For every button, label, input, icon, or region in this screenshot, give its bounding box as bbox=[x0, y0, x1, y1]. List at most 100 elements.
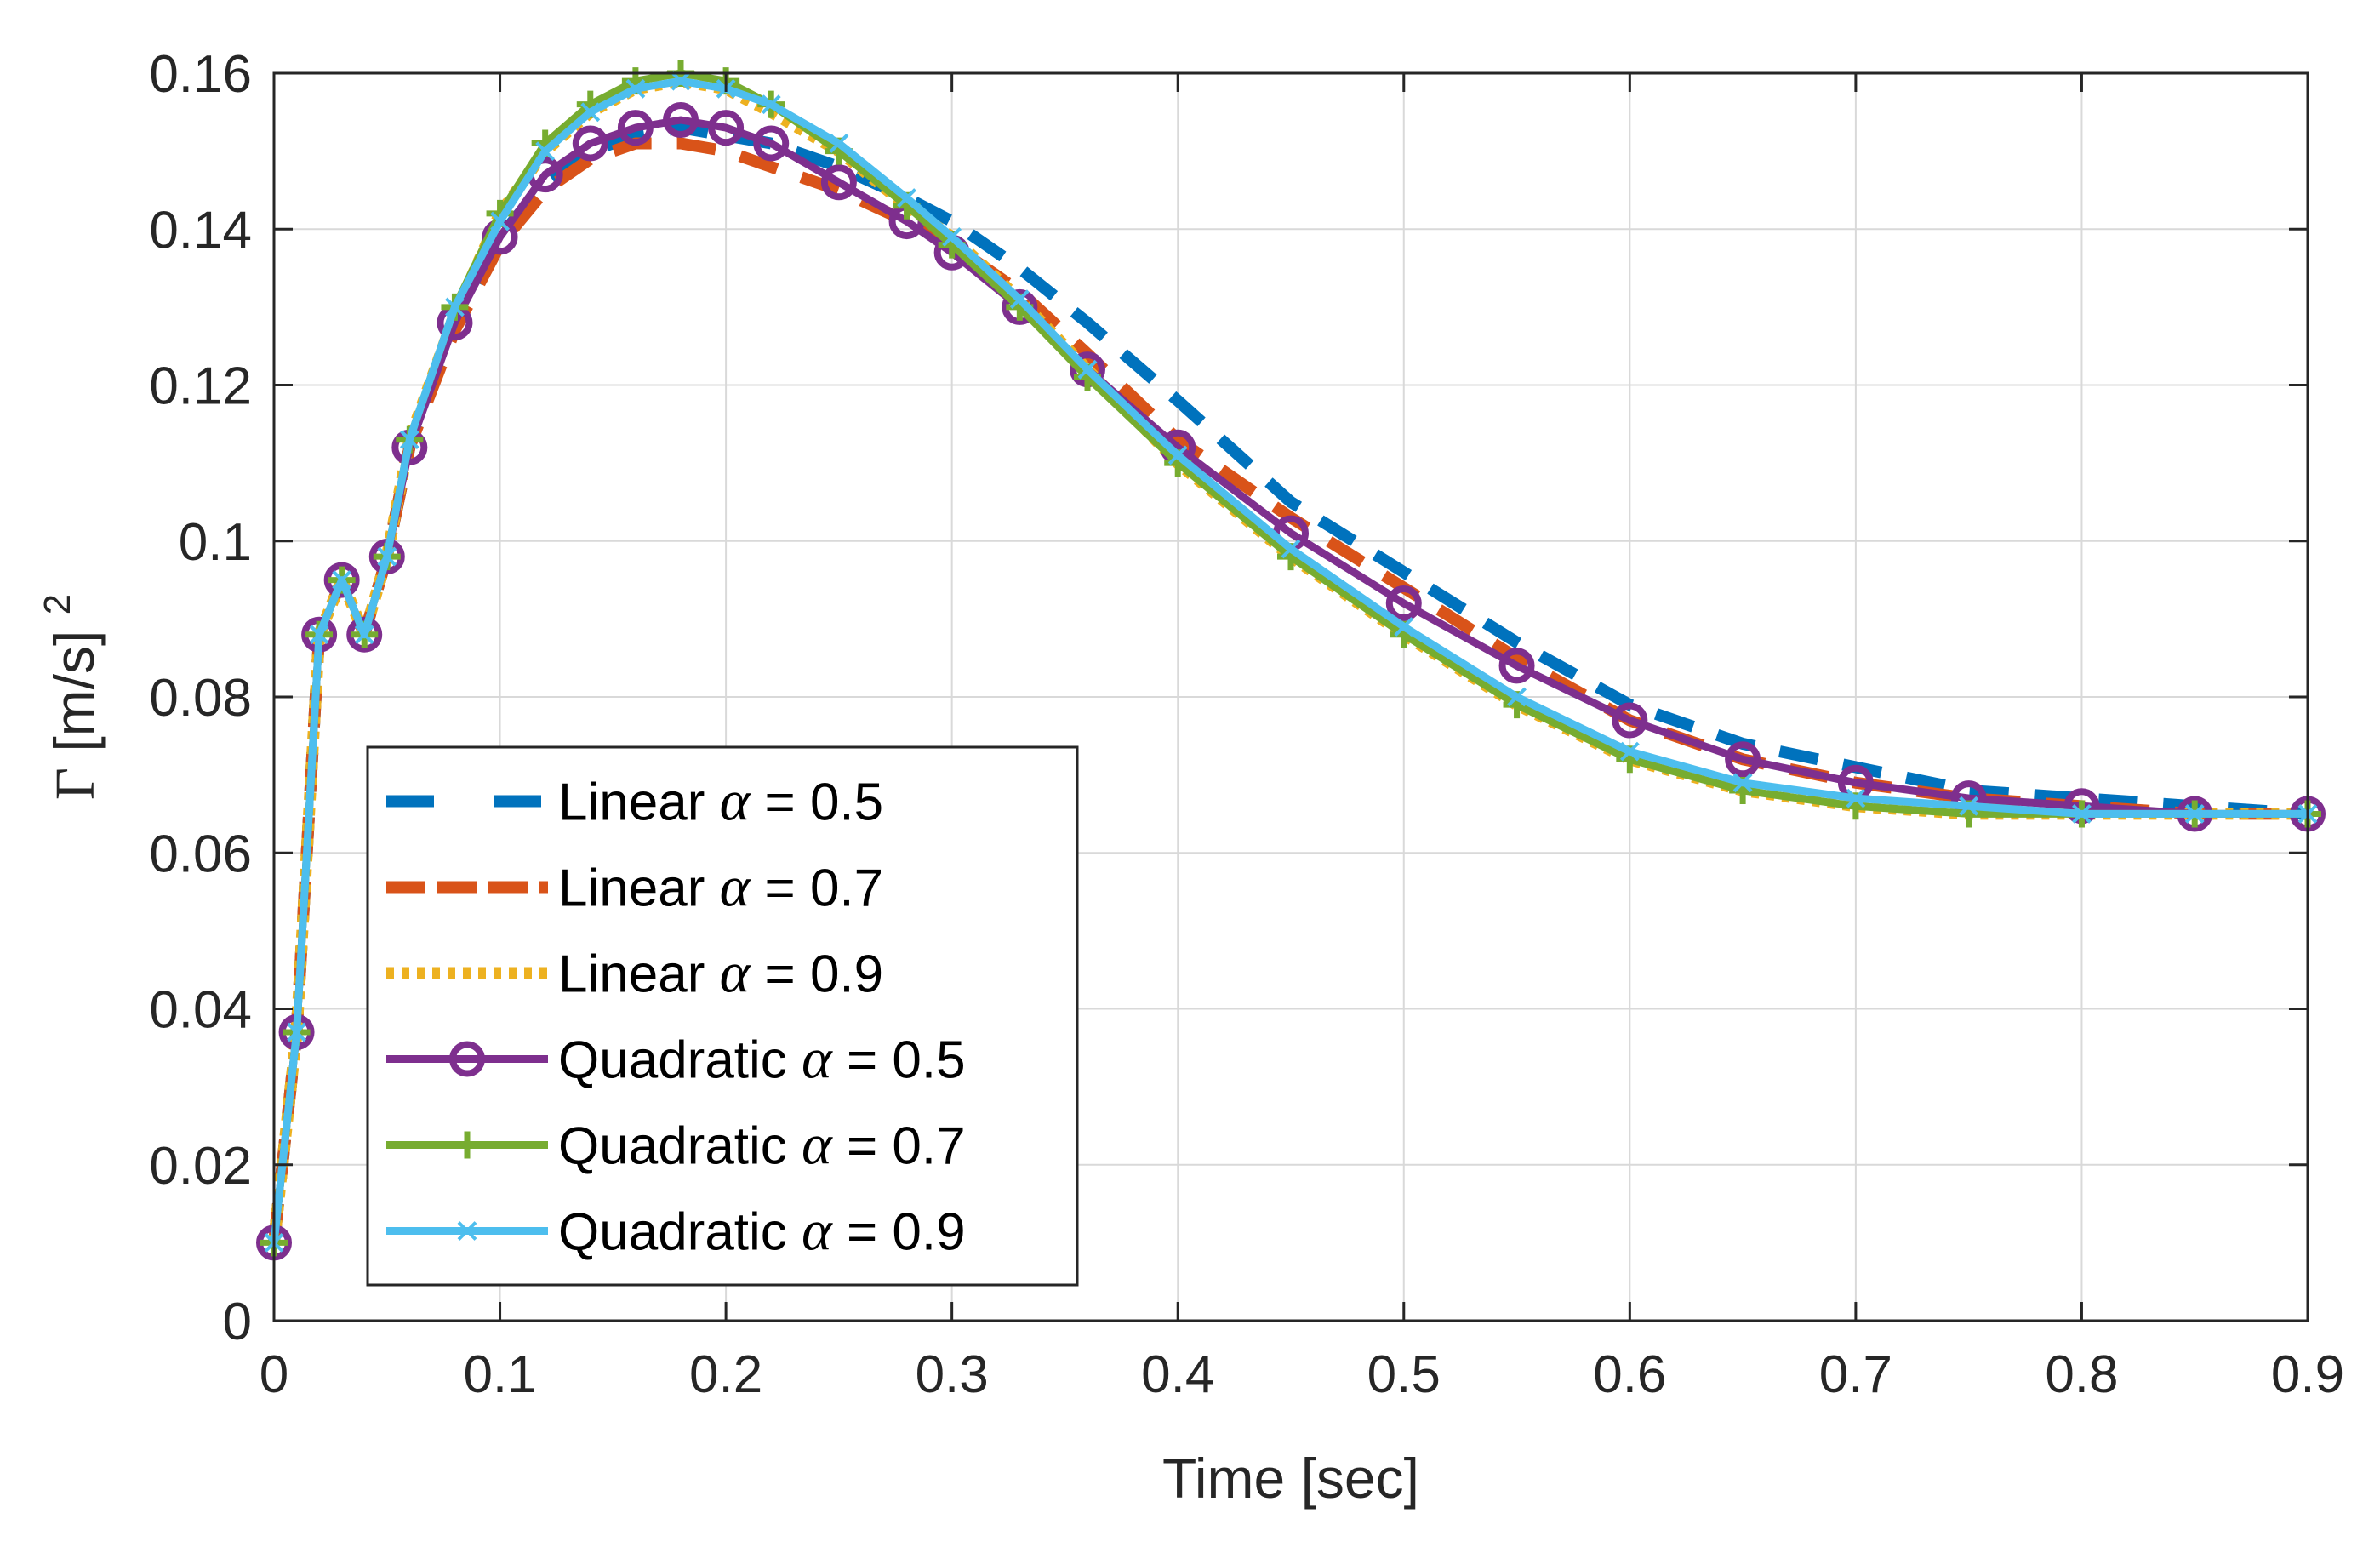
x-tick-label: 0.8 bbox=[2045, 1345, 2118, 1404]
legend-label-alpha: α bbox=[802, 1026, 833, 1091]
axis-ticks: 0 0.1 0.2 0.3 0.4 0.5 0.6 0.7 0.8 0.9 0 0.02 0.04 0.0… bbox=[149, 45, 2344, 1404]
legend-label: Linear α = 0.5 bbox=[558, 768, 883, 833]
data-point bbox=[1498, 648, 1535, 684]
legend-box bbox=[366, 745, 1079, 1287]
x-tick-label: 0 bbox=[260, 1345, 288, 1404]
data-point bbox=[346, 616, 383, 653]
data-point bbox=[942, 226, 962, 247]
data-point bbox=[1619, 741, 1640, 762]
legend-label-prefix: Linear bbox=[558, 859, 720, 918]
y-axis-unit-text: [m/s] bbox=[43, 631, 106, 752]
data-point bbox=[820, 164, 857, 201]
data-point bbox=[287, 1022, 306, 1042]
legend-label: Linear α = 0.7 bbox=[558, 854, 883, 919]
data-point bbox=[1281, 539, 1301, 559]
legend-label-suffix: = 0.7 bbox=[832, 1117, 966, 1176]
legend-entry: Linear α = 0.5 bbox=[386, 768, 883, 833]
data-point bbox=[1507, 687, 1527, 707]
data-point bbox=[332, 570, 352, 590]
legend-label-prefix: Linear bbox=[558, 774, 720, 832]
legend-label-suffix: = 0.5 bbox=[832, 1031, 966, 1090]
legend-label-alpha: α bbox=[802, 1112, 833, 1177]
data-point bbox=[2072, 804, 2092, 824]
data-point bbox=[663, 101, 699, 138]
data-point bbox=[1077, 359, 1098, 380]
x-tick-label: 0.1 bbox=[463, 1345, 536, 1404]
legend-label-alpha: α bbox=[720, 854, 751, 919]
x-tick-label: 0.2 bbox=[689, 1345, 762, 1404]
data-point bbox=[399, 430, 419, 450]
data-point bbox=[761, 94, 781, 115]
x-tick-label: 0.4 bbox=[1141, 1345, 1214, 1404]
legend-label: Quadratic α = 0.9 bbox=[558, 1198, 966, 1263]
legend-entry: Linear α = 0.7 bbox=[386, 854, 883, 919]
legend-label-suffix: = 0.5 bbox=[750, 774, 883, 832]
legend-label-prefix: Quadratic bbox=[558, 1203, 802, 1262]
data-point bbox=[753, 125, 790, 162]
y-tick-label: 0.06 bbox=[149, 825, 252, 883]
data-point bbox=[572, 125, 608, 162]
x-tick-label: 0.9 bbox=[2271, 1345, 2344, 1404]
y-axis-symbol: Γ bbox=[44, 768, 106, 800]
data-point bbox=[323, 562, 360, 598]
legend-label: Linear α = 0.9 bbox=[558, 940, 883, 1005]
y-tick-label: 0.1 bbox=[179, 513, 252, 572]
data-point bbox=[490, 211, 510, 231]
data-point bbox=[1959, 796, 1979, 816]
legend-label-prefix: Quadratic bbox=[558, 1031, 802, 1090]
legend-label-alpha: α bbox=[802, 1198, 833, 1263]
series-lines bbox=[256, 60, 2326, 1261]
data-point bbox=[1725, 741, 1761, 778]
legend-marker bbox=[457, 1221, 477, 1241]
x-tick-label: 0.5 bbox=[1367, 1345, 1441, 1404]
legend-entry: Linear α = 0.9 bbox=[386, 940, 883, 1005]
legend-label-prefix: Quadratic bbox=[558, 1117, 802, 1176]
series-6 bbox=[264, 71, 2318, 1253]
data-point bbox=[535, 141, 556, 162]
y-tick-label: 0.04 bbox=[149, 981, 252, 1040]
legend-label-alpha: α bbox=[720, 940, 751, 1005]
x-tick-label: 0.3 bbox=[916, 1345, 989, 1404]
data-point bbox=[1394, 617, 1414, 637]
legend-label-alpha: α bbox=[720, 768, 751, 833]
data-point bbox=[1009, 289, 1030, 310]
data-point bbox=[1846, 788, 1866, 808]
data-point bbox=[897, 188, 916, 208]
data-point bbox=[1167, 445, 1188, 465]
data-point bbox=[617, 110, 654, 146]
y-tick-label: 0.14 bbox=[149, 201, 252, 260]
data-point bbox=[829, 134, 849, 153]
legend-label-suffix: = 0.7 bbox=[750, 859, 883, 918]
data-point bbox=[580, 102, 601, 123]
y-tick-label: 0.02 bbox=[149, 1137, 252, 1196]
data-point bbox=[377, 546, 397, 567]
y-tick-label: 0.16 bbox=[149, 45, 252, 104]
data-point bbox=[445, 297, 465, 317]
data-point bbox=[1732, 773, 1753, 793]
x-tick-label: 0.6 bbox=[1593, 1345, 1666, 1404]
legend-label-suffix: = 0.9 bbox=[750, 945, 883, 1004]
legend-marker bbox=[454, 1131, 481, 1159]
y-tick-label: 0 bbox=[223, 1293, 252, 1351]
data-point bbox=[309, 625, 329, 645]
legend-entry: Quadratic α = 0.7 bbox=[386, 1112, 966, 1177]
x-axis-title: Time [sec] bbox=[1162, 1447, 1419, 1510]
legend-entry: Quadratic α = 0.5 bbox=[386, 1026, 966, 1091]
legend-entry: Quadratic α = 0.9 bbox=[386, 1198, 966, 1263]
y-tick-label: 0.08 bbox=[149, 669, 252, 728]
legend-marker bbox=[449, 1041, 485, 1077]
data-point bbox=[2184, 804, 2205, 824]
y-axis-exponent: 2 bbox=[37, 594, 78, 614]
data-point bbox=[625, 78, 646, 99]
data-point bbox=[1385, 585, 1422, 622]
legend-label: Quadratic α = 0.5 bbox=[558, 1026, 966, 1091]
data-point bbox=[1002, 288, 1038, 325]
data-point bbox=[671, 71, 691, 91]
legend-label: Quadratic α = 0.7 bbox=[558, 1112, 966, 1177]
data-point bbox=[1612, 702, 1648, 739]
legend-label-suffix: = 0.9 bbox=[832, 1203, 966, 1262]
y-axis-title: Γ [m/s] 2 bbox=[37, 594, 106, 800]
